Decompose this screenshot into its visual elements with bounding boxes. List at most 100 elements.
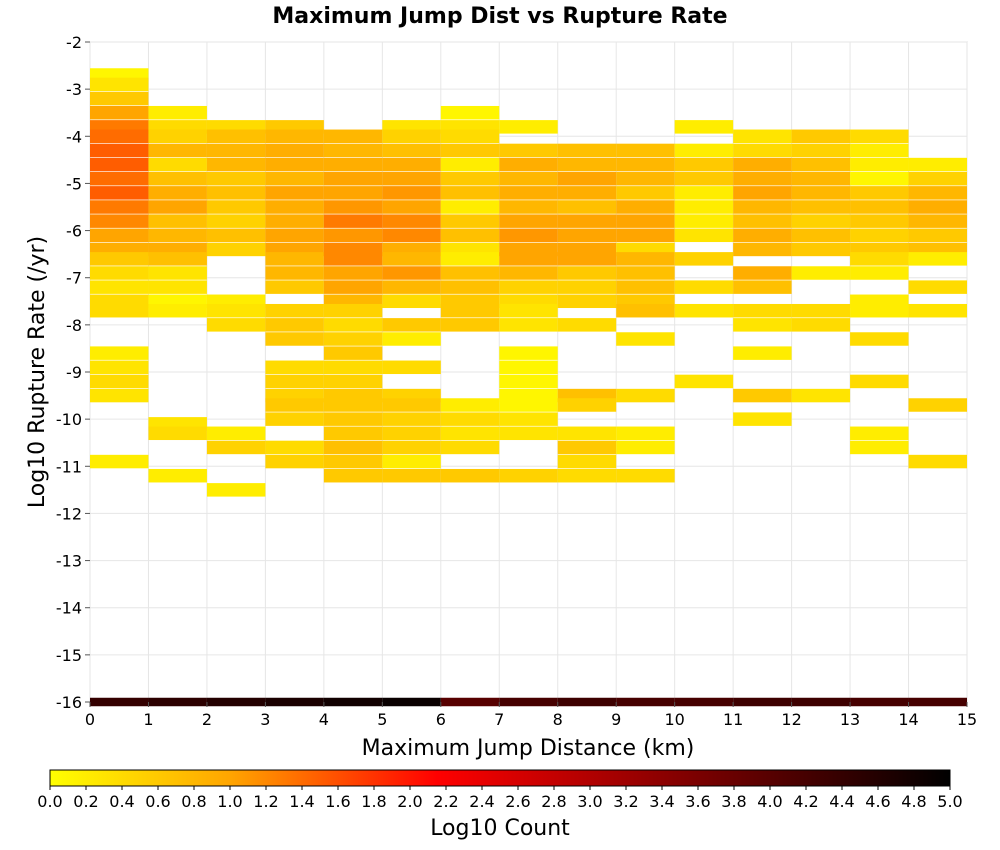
heatmap-cell — [440, 157, 500, 172]
heatmap-cell — [616, 214, 675, 228]
heatmap-cell — [499, 303, 558, 318]
heatmap-cell — [265, 228, 324, 243]
x-tick-label: 10 — [664, 710, 684, 729]
heatmap-cell — [850, 157, 909, 172]
x-tick-label: 14 — [898, 710, 918, 729]
heatmap-cell — [440, 228, 500, 243]
heatmap-cell — [908, 171, 967, 186]
heatmap-cell — [382, 468, 441, 483]
y-tick-label: -10 — [56, 410, 82, 429]
y-tick-label: -2 — [66, 33, 82, 52]
heatmap-cell — [265, 266, 324, 280]
y-tick-label: -8 — [66, 316, 82, 335]
heatmap-cell — [382, 318, 441, 332]
heatmap-cell — [323, 360, 383, 375]
heatmap-cell — [733, 303, 792, 318]
heatmap-cell — [791, 214, 851, 228]
heatmap-cell — [382, 454, 441, 469]
y-axis-label: Log10 Rupture Rate (/yr) — [25, 236, 50, 508]
heatmap-cell — [265, 412, 324, 426]
colorbar-tick-label: 3.8 — [721, 792, 746, 811]
heatmap-cell — [206, 483, 266, 497]
colorbar-tick-label: 2.2 — [433, 792, 458, 811]
heatmap-cell — [791, 228, 851, 243]
colorbar-tick-label: 2.8 — [541, 792, 566, 811]
heatmap-cell-bottom — [265, 697, 324, 707]
heatmap-cell — [382, 186, 441, 200]
x-tick-label: 2 — [202, 710, 212, 729]
colorbar-tick-label: 2.4 — [469, 792, 494, 811]
heatmap-cell — [265, 186, 324, 200]
colorbar-ticks: 0.0 0.2 0.4 0.6 0.8 1.0 1.2 1.4 1.6 1.8 2.0 2.2 2.4 2… — [37, 786, 963, 811]
heatmap-cell — [265, 454, 324, 469]
heatmap-cell — [382, 228, 441, 243]
heatmap-cell — [499, 266, 558, 280]
colorbar-gradient — [49, 769, 951, 787]
heatmap-cell — [733, 388, 792, 403]
colorbar-tick-label: 2.6 — [505, 792, 530, 811]
heatmap-cell — [148, 252, 207, 266]
heatmap-cell — [557, 454, 617, 469]
y-tick-label: -15 — [56, 646, 82, 665]
heatmap-cell — [148, 186, 207, 200]
heatmap-cell — [90, 360, 149, 375]
heatmap-cell — [265, 143, 324, 158]
heatmap-cell — [323, 374, 383, 389]
heatmap-cell — [557, 252, 617, 266]
heatmap-cell — [382, 398, 441, 412]
colorbar-tick-label: 0.6 — [145, 792, 170, 811]
x-tick-label: 12 — [781, 710, 801, 729]
y-tick-label: -14 — [56, 599, 82, 618]
heatmap-cell — [557, 266, 617, 280]
heatmap-cell — [616, 468, 675, 483]
heatmap-cell — [733, 266, 792, 280]
chart-title: Maximum Jump Dist vs Rupture Rate — [272, 4, 727, 29]
heatmap-cell — [206, 228, 266, 243]
heatmap-cell — [557, 228, 617, 243]
heatmap-cell — [616, 252, 675, 266]
heatmap-cell — [499, 280, 558, 294]
heatmap-cell — [908, 280, 967, 294]
heatmap-cell — [148, 468, 207, 483]
heatmap-cell — [616, 280, 675, 294]
x-tick-label: 6 — [436, 710, 446, 729]
heatmap-cell — [265, 332, 324, 346]
heatmap-cell — [440, 412, 500, 426]
heatmap-cell — [148, 266, 207, 280]
heatmap-cell — [323, 332, 383, 346]
heatmap-cell — [499, 318, 558, 332]
heatmap-cell — [908, 454, 967, 469]
colorbar-tick-label: 4.6 — [865, 792, 890, 811]
heatmap-cell-bottom — [440, 697, 500, 707]
heatmap-cell — [616, 332, 675, 346]
heatmap-cell — [908, 214, 967, 228]
heatmap-cell — [791, 200, 851, 214]
colorbar-tick-label: 0.0 — [37, 792, 62, 811]
x-tick-label: 8 — [553, 710, 563, 729]
heatmap-cell — [206, 318, 266, 332]
heatmap-cell — [616, 388, 675, 403]
heatmap-cell — [499, 157, 558, 172]
heatmap-cell — [674, 200, 734, 214]
heatmap-cell — [323, 214, 383, 228]
heatmap-cell — [148, 426, 207, 441]
heatmap-cell — [499, 214, 558, 228]
heatmap-cell — [733, 157, 792, 172]
heatmap-cell — [791, 242, 851, 257]
heatmap-cell — [499, 228, 558, 243]
colorbar-tick-label: 1.6 — [325, 792, 350, 811]
heatmap-cell — [148, 157, 207, 172]
heatmap-cell — [557, 214, 617, 228]
y-tick-label: -9 — [66, 363, 82, 382]
heatmap-cell — [323, 228, 383, 243]
heatmap-cell — [206, 303, 266, 318]
heatmap-cell — [265, 157, 324, 172]
heatmap-cell — [850, 266, 909, 280]
heatmap-cell — [499, 412, 558, 426]
heatmap-cell — [850, 228, 909, 243]
x-tick-label: 15 — [957, 710, 977, 729]
heatmap-cell — [90, 186, 149, 200]
heatmap-cell — [791, 129, 851, 144]
heatmap-cell — [557, 186, 617, 200]
